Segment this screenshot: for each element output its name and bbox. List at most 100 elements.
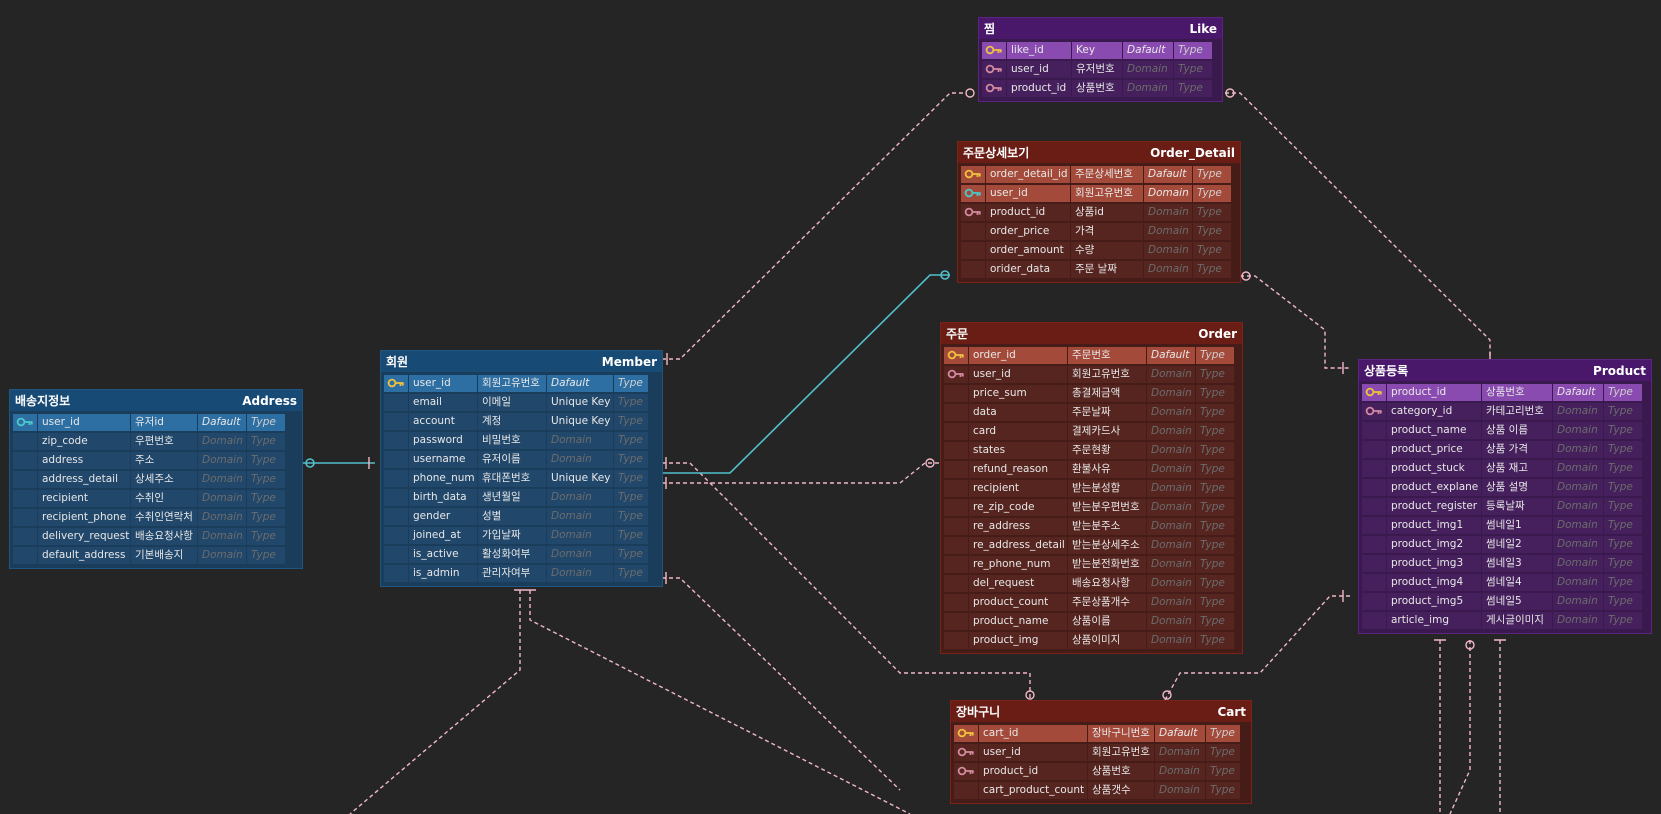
table-header[interactable]: 찜 Like (979, 18, 1222, 39)
table-header[interactable]: 배송지정보 Address (10, 390, 302, 411)
column-row[interactable]: product_price 상품 가격 Domain Type (1362, 440, 1648, 459)
column-row[interactable]: states 주문현황 Domain Type (944, 441, 1239, 460)
column-row[interactable]: order_id 주문번호 Dafault Type (944, 346, 1239, 365)
table-order[interactable]: 주문 Order order_id 주문번호 Dafault Type user_id 회원고… (940, 322, 1243, 654)
column-row[interactable]: user_id 회원고유번호 Domain Type (944, 365, 1239, 384)
column-row[interactable]: user_id 유저id Dafault Type (13, 413, 299, 432)
column-row[interactable]: is_admin 관리자여부 Domain Type (384, 564, 659, 583)
column-domain: Domain (1147, 461, 1195, 478)
table-header[interactable]: 상품등록 Product (1359, 360, 1651, 381)
column-row[interactable]: product_register 등록날짜 Domain Type (1362, 497, 1648, 516)
foreign-key-icon (961, 185, 985, 202)
column-row[interactable]: user_id 회원고유번호 Domain Type (954, 743, 1248, 762)
column-row[interactable]: product_img3 썸네일3 Domain Type (1362, 554, 1648, 573)
link-member-orderdetail (662, 274, 950, 474)
column-row[interactable]: order_detail_id 주문상세번호 Dafault Type (961, 165, 1237, 184)
column-row[interactable]: product_count 주문상품개수 Domain Type (944, 593, 1239, 612)
column-domain: Dafault (1144, 166, 1192, 183)
table-like[interactable]: 찜 Like like_id Key Dafault Type user_id 유저번호 Dom… (978, 17, 1223, 102)
table-member[interactable]: 회원 Member user_id 회원고유번호 Dafault Type email 이메일… (380, 350, 663, 587)
column-name: address_detail (38, 471, 130, 488)
column-domain: Domain (1553, 536, 1603, 553)
column-row[interactable]: is_active 활성화여부 Domain Type (384, 545, 659, 564)
key-cell (1362, 517, 1386, 534)
column-row[interactable]: cart_id 장바구니번호 Dafault Type (954, 724, 1248, 743)
column-row[interactable]: address_detail 상세주소 Domain Type (13, 470, 299, 489)
column-row[interactable]: order_amount 수량 Domain Type (961, 241, 1237, 260)
column-row[interactable]: phone_num 휴대폰번호 Unique Key Type (384, 469, 659, 488)
column-row[interactable]: password 비밀번호 Domain Type (384, 431, 659, 450)
column-row[interactable]: delivery_request 배송요청사항 Domain Type (13, 527, 299, 546)
column-row[interactable]: username 유저이름 Domain Type (384, 450, 659, 469)
column-row[interactable]: product_name 상품이름 Domain Type (944, 612, 1239, 631)
column-row[interactable]: orider_data 주문 날짜 Domain Type (961, 260, 1237, 279)
column-row[interactable]: recipient_phone 수취인연락처 Domain Type (13, 508, 299, 527)
column-row[interactable]: cart_product_count 상품갯수 Domain Type (954, 781, 1248, 800)
column-type: Type (247, 528, 285, 545)
key-cell (384, 527, 408, 544)
column-row[interactable]: product_explane 상품 설명 Domain Type (1362, 478, 1648, 497)
column-row[interactable]: product_img4 썸네일4 Domain Type (1362, 573, 1648, 592)
column-row[interactable]: like_id Key Dafault Type (982, 41, 1219, 60)
table-cart[interactable]: 장바구니 Cart cart_id 장바구니번호 Dafault Type user_id 회… (950, 700, 1252, 804)
column-name: recipient (969, 480, 1067, 497)
column-row[interactable]: product_id 상품번호 Domain Type (954, 762, 1248, 781)
column-name: address (38, 452, 130, 469)
column-row[interactable]: recipient 받는분성함 Domain Type (944, 479, 1239, 498)
column-row[interactable]: order_price 가격 Domain Type (961, 222, 1237, 241)
column-type: Type (1604, 517, 1642, 534)
column-row[interactable]: card 결제카드사 Domain Type (944, 422, 1239, 441)
column-row[interactable]: re_address_detail 받는분상세주소 Domain Type (944, 536, 1239, 555)
column-row[interactable]: data 주문날짜 Domain Type (944, 403, 1239, 422)
table-product[interactable]: 상품등록 Product product_id 상품번호 Dafault Type cate… (1358, 359, 1652, 634)
table-header[interactable]: 장바구니 Cart (951, 701, 1251, 722)
column-row[interactable]: email 이메일 Unique Key Type (384, 393, 659, 412)
column-row[interactable]: article_img 게시글이미지 Domain Type (1362, 611, 1648, 630)
column-name: product_count (969, 594, 1067, 611)
column-row[interactable]: default_address 기본배송지 Domain Type (13, 546, 299, 565)
column-row[interactable]: del_request 배송요청사항 Domain Type (944, 574, 1239, 593)
column-row[interactable]: user_id 회원고유번호 Dafault Type (384, 374, 659, 393)
column-row[interactable]: recipient 수취인 Domain Type (13, 489, 299, 508)
column-row[interactable]: re_phone_num 받는분전화번호 Domain Type (944, 555, 1239, 574)
column-row[interactable]: re_zip_code 받는분우편번호 Domain Type (944, 498, 1239, 517)
column-row[interactable]: product_img2 썸네일2 Domain Type (1362, 535, 1648, 554)
column-type: Type (1196, 632, 1234, 649)
column-comment: 상품번호 (1072, 80, 1122, 97)
column-row[interactable]: product_id 상품번호 Dafault Type (1362, 383, 1648, 402)
table-header[interactable]: 주문 Order (941, 323, 1242, 344)
column-domain: Domain (547, 508, 613, 525)
column-type: Type (1604, 555, 1642, 572)
column-row[interactable]: price_sum 총결제금액 Domain Type (944, 384, 1239, 403)
column-row[interactable]: product_stuck 상품 재고 Domain Type (1362, 459, 1648, 478)
key-cell (13, 490, 37, 507)
column-row[interactable]: product_img5 썸네일5 Domain Type (1362, 592, 1648, 611)
column-row[interactable]: product_name 상품 이름 Domain Type (1362, 421, 1648, 440)
column-row[interactable]: joined_at 가입날짜 Domain Type (384, 526, 659, 545)
column-row[interactable]: category_id 카테고리번호 Domain Type (1362, 402, 1648, 421)
column-type: Type (1196, 366, 1234, 383)
column-row[interactable]: zip_code 우편번호 Domain Type (13, 432, 299, 451)
column-type: Type (247, 509, 285, 526)
column-row[interactable]: product_id 상품id Domain Type (961, 203, 1237, 222)
column-row[interactable]: user_id 회원고유번호 Domain Type (961, 184, 1237, 203)
column-row[interactable]: account 계정 Unique Key Type (384, 412, 659, 431)
column-row[interactable]: product_img1 썸네일1 Domain Type (1362, 516, 1648, 535)
table-address[interactable]: 배송지정보 Address user_id 유저id Dafault Type zip_co… (9, 389, 303, 569)
table-title-en: Order_Detail (1150, 145, 1235, 160)
column-row[interactable]: user_id 유저번호 Domain Type (982, 60, 1219, 79)
table-header[interactable]: 회원 Member (381, 351, 662, 372)
link-member-down-1 (349, 590, 521, 814)
table-order-detail[interactable]: 주문상세보기 Order_Detail order_detail_id 주문상세번호 D… (957, 141, 1241, 283)
column-row[interactable]: product_img 상품이미지 Domain Type (944, 631, 1239, 650)
column-row[interactable]: gender 성별 Domain Type (384, 507, 659, 526)
column-row[interactable]: refund_reason 환불사유 Domain Type (944, 460, 1239, 479)
column-row[interactable]: birth_data 생년월일 Domain Type (384, 488, 659, 507)
column-row[interactable]: re_address 받는분주소 Domain Type (944, 517, 1239, 536)
column-row[interactable]: address 주소 Domain Type (13, 451, 299, 470)
primary-key-icon (982, 42, 1006, 59)
column-name: is_active (409, 546, 477, 563)
key-cell (384, 394, 408, 411)
column-row[interactable]: product_id 상품번호 Domain Type (982, 79, 1219, 98)
table-header[interactable]: 주문상세보기 Order_Detail (958, 142, 1240, 163)
